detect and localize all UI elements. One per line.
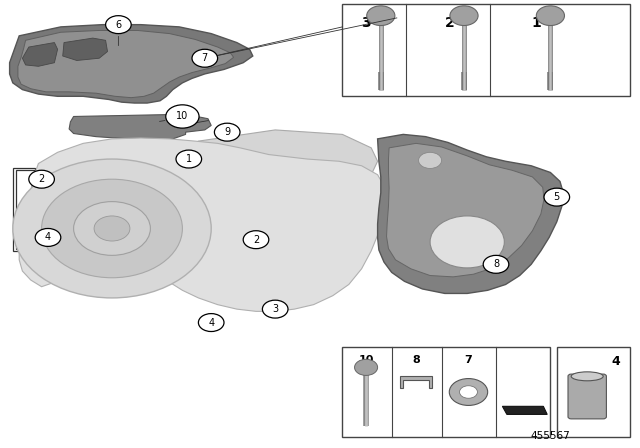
Text: 7: 7 (465, 355, 472, 365)
Bar (342, 4, 630, 96)
Polygon shape (63, 38, 108, 60)
Circle shape (449, 379, 488, 405)
Circle shape (544, 188, 570, 206)
Circle shape (214, 123, 240, 141)
Polygon shape (19, 138, 384, 311)
Circle shape (450, 6, 478, 26)
Text: 3: 3 (362, 16, 371, 30)
Ellipse shape (572, 372, 604, 381)
Circle shape (460, 386, 477, 398)
Text: 4: 4 (611, 355, 620, 368)
Circle shape (192, 49, 218, 67)
Text: 8: 8 (412, 355, 420, 365)
Text: 1: 1 (186, 154, 192, 164)
Text: 10: 10 (358, 355, 374, 365)
Polygon shape (22, 43, 58, 66)
Polygon shape (387, 143, 544, 277)
Circle shape (198, 314, 224, 332)
Circle shape (74, 202, 150, 255)
Circle shape (42, 179, 182, 278)
Text: 8: 8 (493, 259, 499, 269)
Polygon shape (18, 30, 234, 98)
Circle shape (106, 16, 131, 34)
Text: 2: 2 (253, 235, 259, 245)
Polygon shape (10, 25, 253, 103)
Circle shape (367, 6, 395, 26)
Text: 3: 3 (272, 304, 278, 314)
Text: 1: 1 (531, 16, 541, 30)
Polygon shape (69, 114, 211, 140)
Circle shape (176, 150, 202, 168)
Circle shape (243, 231, 269, 249)
Text: 7: 7 (202, 53, 208, 63)
Circle shape (29, 170, 54, 188)
Circle shape (94, 216, 130, 241)
Text: 2: 2 (38, 174, 45, 184)
Bar (557, 347, 630, 437)
FancyBboxPatch shape (568, 374, 607, 419)
Polygon shape (400, 376, 432, 388)
Polygon shape (378, 134, 563, 293)
Text: 4: 4 (45, 233, 51, 242)
Circle shape (536, 6, 564, 26)
Text: 2: 2 (445, 16, 454, 30)
Circle shape (419, 152, 442, 168)
Text: 455567: 455567 (531, 431, 570, 441)
Text: 9: 9 (224, 127, 230, 137)
Polygon shape (502, 406, 547, 414)
Circle shape (166, 105, 199, 128)
Text: 6: 6 (115, 20, 122, 30)
Circle shape (35, 228, 61, 246)
Circle shape (13, 159, 211, 298)
Bar (342, 347, 550, 437)
Text: 4: 4 (208, 318, 214, 327)
Circle shape (355, 359, 378, 375)
Polygon shape (179, 130, 378, 193)
Circle shape (262, 300, 288, 318)
Text: 5: 5 (554, 192, 560, 202)
Circle shape (483, 255, 509, 273)
Circle shape (430, 216, 504, 268)
Text: 10: 10 (176, 112, 189, 121)
